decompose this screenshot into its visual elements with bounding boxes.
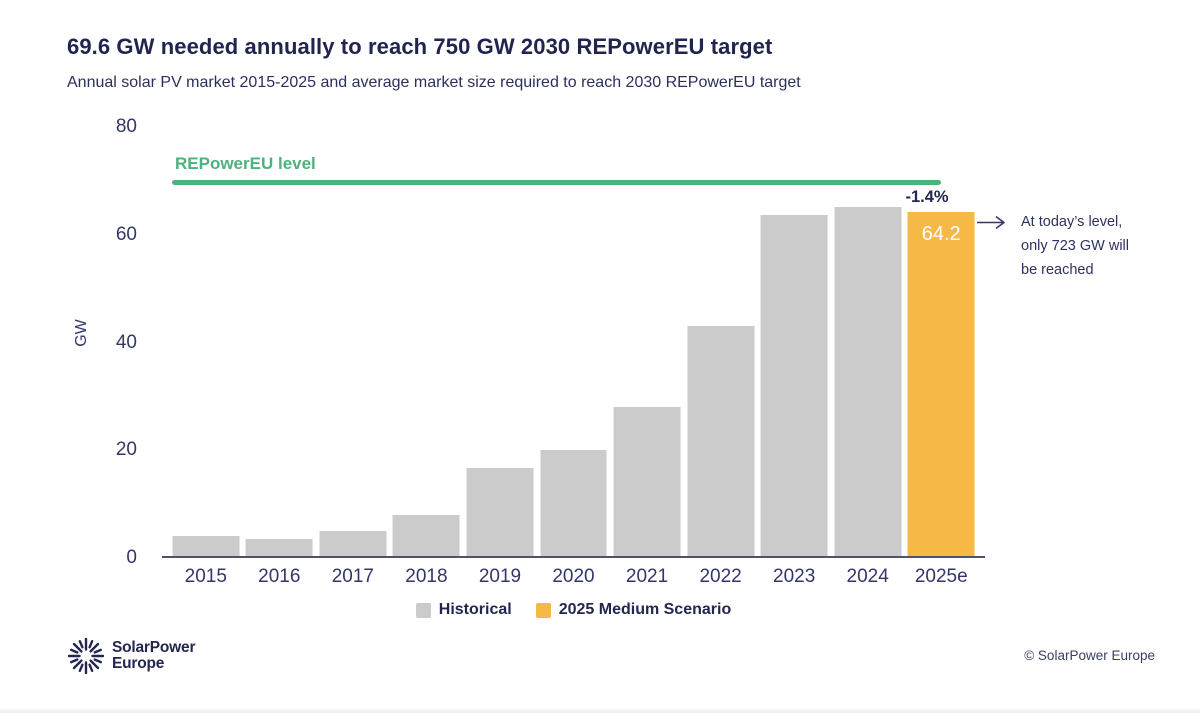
bar-slot-2019 [463, 127, 537, 558]
legend-label: 2025 Medium Scenario [558, 601, 732, 618]
x-axis-line [162, 556, 985, 558]
bar-slot-2024 [831, 127, 905, 558]
bar-2025e: 64.2 [907, 212, 975, 558]
x-tick-2015: 2015 [184, 566, 227, 587]
copyright: © SolarPower Europe [1024, 648, 1155, 663]
bar-slot-2021 [610, 127, 684, 558]
x-tick-2022: 2022 [699, 566, 742, 587]
x-tick-2021: 2021 [625, 566, 669, 587]
bar-slot-2016 [243, 127, 317, 558]
solarpower-europe-logo: SolarPower Europe [67, 637, 195, 675]
bar-2023 [760, 214, 828, 558]
annotation: At today’s level, only 723 GW will be re… [977, 210, 1129, 282]
x-axis-labels: 2015 2016 2017 2018 2019 2020 2021 2022 2023 2024… [162, 566, 985, 592]
legend-item-scenario: 2025 Medium Scenario [535, 601, 732, 619]
annotation-line: At today’s level, [1021, 214, 1123, 230]
legend-swatch-scenario [535, 602, 551, 618]
y-tick-60: 60 [115, 223, 137, 245]
bar-slot-2023 [757, 127, 831, 558]
x-tick-2019: 2019 [478, 566, 522, 587]
y-axis-title: GW [73, 319, 90, 347]
bar-slot-2020 [537, 127, 611, 558]
legend-swatch-historical [415, 602, 431, 618]
x-tick-2024: 2024 [846, 566, 889, 587]
logo-line2: Europe [112, 655, 165, 672]
bar-2019 [466, 467, 534, 558]
x-tick-2017: 2017 [331, 566, 374, 587]
bar-slot-2017 [316, 127, 390, 558]
x-tick-2020: 2020 [552, 566, 595, 587]
logo-line1: SolarPower [112, 639, 196, 656]
bar-2016 [245, 539, 313, 558]
arrow-right-icon [977, 216, 1005, 229]
bar-slot-2022 [684, 127, 758, 558]
x-tick-2016: 2016 [258, 566, 301, 587]
legend: Historical 2025 Medium Scenario [162, 601, 985, 619]
y-axis-ticks: 0 20 40 60 80 [87, 116, 137, 568]
bar-slot-2025e: 64.2 -1.4% [904, 127, 978, 558]
y-tick-40: 40 [115, 331, 137, 353]
bar-value-label: 64.2 [921, 223, 961, 246]
x-tick-2025e: 2025e [914, 566, 968, 587]
page-subtitle: Annual solar PV market 2015-2025 and ave… [67, 74, 801, 91]
x-tick-2023: 2023 [773, 566, 816, 587]
bar-plot-area: 64.2 -1.4% [162, 127, 985, 558]
bar-slot-2018 [390, 127, 464, 558]
y-tick-0: 0 [126, 547, 137, 568]
bar-2024 [834, 207, 902, 558]
y-tick-20: 20 [115, 439, 137, 461]
page-title: 69.6 GW needed annually to reach 750 GW … [67, 34, 773, 59]
annotation-line: be reached [1021, 262, 1094, 278]
annotation-text: At today’s level, only 723 GW will be re… [1021, 210, 1129, 282]
sunburst-icon [67, 637, 105, 675]
annotation-line: only 723 GW will [1021, 238, 1129, 254]
bar-2021 [613, 407, 681, 558]
bar-2018 [392, 514, 460, 558]
bar-slot-2015 [169, 127, 243, 558]
page-bottom-edge [0, 707, 1200, 713]
bar-2022 [687, 326, 755, 558]
delta-label: -1.4% [905, 188, 949, 207]
x-tick-2018: 2018 [405, 566, 448, 587]
bar-2017 [319, 531, 387, 558]
legend-label: Historical [438, 601, 512, 618]
y-tick-80: 80 [115, 116, 137, 137]
legend-item-historical: Historical [415, 601, 512, 619]
bar-2020 [540, 449, 607, 558]
logo-text: SolarPower Europe [112, 640, 195, 672]
bar-2015 [172, 536, 240, 558]
